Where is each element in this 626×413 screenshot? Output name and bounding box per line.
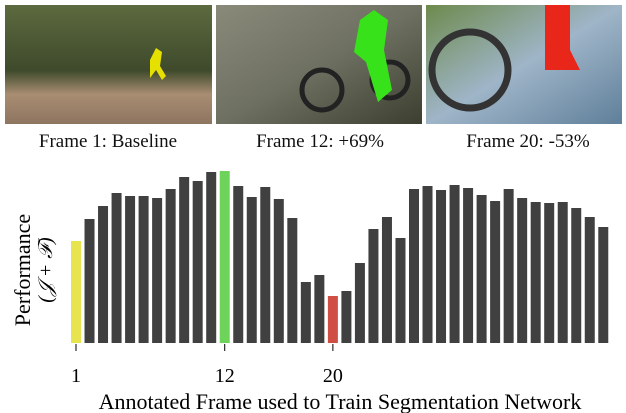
bar bbox=[517, 198, 528, 343]
bar bbox=[219, 171, 230, 343]
bar bbox=[395, 238, 406, 343]
image-caption: Frame 1: Baseline bbox=[39, 131, 177, 152]
x-tick-label: 20 bbox=[323, 365, 343, 387]
bar bbox=[368, 229, 379, 343]
bar bbox=[179, 177, 190, 343]
bar bbox=[314, 275, 325, 343]
photo bbox=[5, 5, 212, 124]
bar bbox=[449, 185, 460, 343]
bar bbox=[300, 282, 311, 343]
bar bbox=[273, 199, 284, 343]
bar bbox=[463, 188, 474, 343]
bar bbox=[111, 193, 122, 343]
photo bbox=[216, 5, 422, 124]
bar bbox=[71, 241, 81, 343]
bar bbox=[165, 189, 176, 343]
bar bbox=[341, 291, 352, 343]
x-axis-label: Annotated Frame used to Train Segmentati… bbox=[99, 389, 582, 413]
bar bbox=[436, 190, 447, 343]
bar bbox=[584, 217, 595, 343]
bar bbox=[422, 186, 433, 343]
bar bbox=[125, 196, 136, 343]
bar bbox=[260, 187, 271, 343]
x-tick-label: 1 bbox=[71, 365, 81, 387]
bar bbox=[138, 196, 149, 343]
y-axis-label: (𝒥 + ℱ) bbox=[35, 237, 57, 303]
bar bbox=[152, 198, 163, 343]
bar bbox=[84, 219, 95, 343]
bar bbox=[503, 189, 514, 343]
bar bbox=[490, 201, 501, 343]
image-caption: Frame 12: +69% bbox=[256, 131, 384, 152]
bar bbox=[598, 227, 609, 343]
bar bbox=[327, 296, 338, 343]
bar bbox=[206, 172, 217, 343]
bar bbox=[571, 208, 582, 343]
bar bbox=[544, 203, 555, 343]
bar bbox=[98, 206, 109, 343]
y-axis-label: Performance bbox=[10, 214, 35, 326]
photo bbox=[426, 5, 622, 124]
bar bbox=[409, 189, 419, 343]
bar bbox=[354, 263, 365, 343]
bar bbox=[530, 202, 541, 343]
image-caption: Frame 20: -53% bbox=[466, 131, 590, 152]
bar bbox=[287, 218, 298, 343]
bar bbox=[233, 186, 244, 343]
x-tick-label: 12 bbox=[215, 365, 235, 387]
bar bbox=[476, 195, 487, 343]
bar bbox=[557, 202, 568, 343]
bar bbox=[192, 181, 203, 343]
bar bbox=[381, 217, 392, 343]
bar bbox=[246, 197, 257, 343]
